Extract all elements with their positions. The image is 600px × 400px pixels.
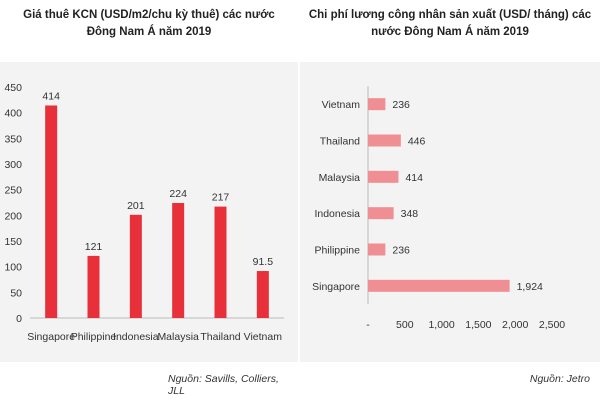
y-tick-label: 300 bbox=[4, 159, 22, 171]
x-tick-label: 1,000 bbox=[428, 319, 454, 331]
bar-value-label: 217 bbox=[212, 192, 230, 204]
y-tick-label: Philippine bbox=[314, 245, 360, 257]
bar-value-label: 446 bbox=[408, 136, 426, 148]
left-chart-panel: Giá thuê KCN (USD/m2/chu kỳ thuê) các nư… bbox=[0, 0, 298, 397]
x-tick-label: 2,000 bbox=[502, 319, 528, 331]
bar bbox=[368, 170, 399, 183]
bar bbox=[129, 214, 142, 318]
x-tick-label: Philippine bbox=[71, 331, 117, 343]
rent-bar-chart: 0 50 100 150 200 250 300 350 400 450 414 Singapore 1… bbox=[4, 82, 284, 343]
right-chart-title: Chi phí lương công nhân sản xuất (USD/ t… bbox=[308, 9, 592, 38]
x-tick-label: Indonesia bbox=[113, 331, 159, 343]
y-tick-label: 200 bbox=[4, 210, 22, 222]
bar bbox=[368, 207, 394, 220]
x-tick-label: Singapore bbox=[27, 331, 75, 343]
x-tick-label: Vietnam bbox=[244, 331, 283, 343]
right-chart-panel: Chi phí lương công nhân sản xuất (USD/ t… bbox=[300, 0, 600, 385]
x-tick-label: Thailand bbox=[200, 331, 240, 343]
y-tick-label: 350 bbox=[4, 133, 22, 145]
y-tick-label: 50 bbox=[10, 287, 22, 299]
bar-value-label: 224 bbox=[169, 188, 187, 200]
bar bbox=[45, 105, 58, 318]
bar-value-label: 236 bbox=[392, 245, 410, 257]
bar-value-label: 348 bbox=[401, 208, 419, 220]
y-tick-label: 250 bbox=[4, 185, 22, 197]
right-chart-source: Nguồn: Jetro bbox=[529, 373, 590, 385]
y-tick-label: 100 bbox=[4, 262, 22, 274]
y-tick-label: 0 bbox=[16, 313, 22, 325]
bar bbox=[172, 203, 185, 318]
bar bbox=[87, 255, 100, 318]
x-tick-label: - bbox=[366, 319, 370, 331]
bar bbox=[214, 206, 227, 318]
y-tick-label: 150 bbox=[4, 236, 22, 248]
left-chart-source: Nguồn: Savills, Colliers, JLL bbox=[168, 373, 279, 397]
bar-value-label: 236 bbox=[392, 99, 410, 111]
bar bbox=[256, 271, 269, 318]
bar bbox=[368, 279, 510, 292]
y-tick-label: Indonesia bbox=[314, 208, 360, 220]
bar bbox=[368, 243, 386, 256]
bar-value-label: 121 bbox=[85, 241, 103, 253]
y-tick-label: Thailand bbox=[320, 136, 360, 148]
x-tick-label: 1,500 bbox=[465, 319, 491, 331]
y-tick-label: Singapore bbox=[312, 281, 360, 293]
bar-value-label: 91.5 bbox=[253, 256, 274, 268]
y-tick-label: 450 bbox=[4, 82, 22, 94]
bar-value-label: 1,924 bbox=[517, 281, 543, 293]
x-tick-label: 500 bbox=[396, 319, 414, 331]
bar bbox=[368, 134, 401, 147]
left-chart-title: Giá thuê KCN (USD/m2/chu kỳ thuê) các nư… bbox=[23, 9, 275, 38]
bar-value-label: 414 bbox=[405, 172, 423, 184]
y-tick-label: Vietnam bbox=[322, 99, 361, 111]
y-tick-label: Malaysia bbox=[319, 172, 361, 184]
bar bbox=[368, 98, 386, 111]
x-tick-label: Malaysia bbox=[157, 331, 199, 343]
x-tick-label: 2,500 bbox=[539, 319, 565, 331]
bar-value-label: 201 bbox=[127, 200, 145, 212]
bar-value-label: 414 bbox=[42, 90, 60, 102]
y-tick-label: 400 bbox=[4, 108, 22, 120]
wage-bar-chart: - 500 1,000 1,500 2,000 2,500 236 Vietnam 446 Tha… bbox=[312, 86, 565, 331]
